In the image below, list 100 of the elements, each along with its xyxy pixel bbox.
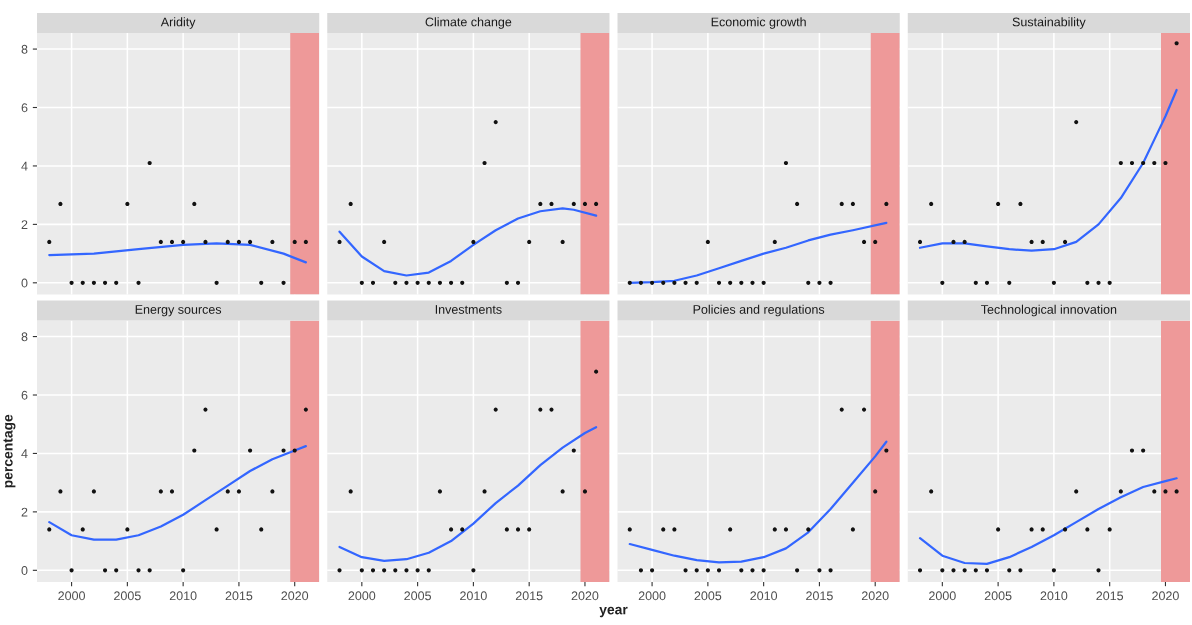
- point: [817, 568, 822, 573]
- point: [1107, 527, 1112, 532]
- point: [1062, 527, 1068, 532]
- point: [783, 527, 789, 532]
- chart-title: Investments: [435, 305, 502, 314]
- point: [594, 201, 599, 207]
- point: [236, 489, 242, 494]
- point: [828, 280, 833, 285]
- point: [415, 568, 420, 573]
- point: [248, 239, 253, 244]
- chart-title: Policies and regulations: [693, 304, 825, 317]
- point: [158, 489, 163, 494]
- point: [661, 527, 666, 532]
- point: [672, 280, 677, 285]
- point: [393, 568, 398, 573]
- y-tick-label: 4: [21, 449, 28, 458]
- point: [705, 568, 710, 573]
- point: [1118, 160, 1123, 166]
- point: [772, 239, 777, 244]
- x-tick-label: 2000: [929, 591, 956, 601]
- point: [571, 448, 576, 453]
- point: [1096, 280, 1101, 285]
- point: [515, 527, 521, 532]
- point: [750, 568, 755, 573]
- point: [460, 527, 465, 532]
- x-tick-label: 2010: [1040, 591, 1068, 601]
- point: [192, 448, 197, 453]
- point: [571, 201, 576, 207]
- point: [125, 201, 130, 207]
- point: [504, 527, 509, 532]
- chart-title: Economic growth: [711, 17, 806, 29]
- x-axis-title: year: [599, 606, 628, 618]
- x-tick-label: 2000: [58, 591, 85, 601]
- point: [694, 280, 699, 285]
- point: [1051, 280, 1056, 285]
- point: [1040, 527, 1045, 532]
- point: [460, 280, 465, 285]
- x-tick-label: 2000: [348, 591, 376, 601]
- point: [817, 280, 822, 285]
- point: [783, 160, 789, 166]
- point: [839, 407, 844, 412]
- chart-title: Climate change: [425, 17, 512, 29]
- point: [370, 280, 376, 285]
- x-tick-label: 2010: [750, 591, 778, 601]
- point: [795, 201, 800, 207]
- point: [527, 239, 532, 244]
- point: [728, 527, 733, 532]
- point: [650, 568, 655, 573]
- point: [1152, 489, 1157, 494]
- point: [1018, 568, 1023, 573]
- point: [147, 160, 152, 166]
- point: [69, 280, 74, 285]
- point: [728, 280, 733, 285]
- point: [772, 527, 777, 532]
- point: [694, 568, 699, 573]
- point: [929, 489, 934, 494]
- point: [962, 568, 967, 573]
- y-tick-label: 2: [21, 507, 28, 517]
- point: [393, 280, 398, 285]
- point: [236, 239, 242, 244]
- x-tick-label: 2005: [404, 591, 431, 601]
- y-tick-label: 0: [21, 278, 28, 288]
- point: [560, 239, 565, 244]
- point: [1074, 489, 1079, 494]
- x-tick-label: 2000: [638, 591, 666, 601]
- point: [683, 280, 688, 285]
- point: [449, 527, 454, 532]
- point: [984, 280, 990, 285]
- x-tick-label: 2015: [1096, 591, 1124, 601]
- point: [449, 280, 454, 285]
- point: [538, 201, 543, 207]
- chart-title: Sustainability: [1012, 17, 1086, 29]
- point: [348, 201, 353, 207]
- point: [1141, 448, 1146, 453]
- point: [761, 568, 766, 573]
- point: [192, 201, 197, 207]
- y-axis-title: percentage: [3, 414, 16, 488]
- point: [884, 201, 889, 207]
- point: [538, 407, 543, 412]
- point: [91, 489, 96, 494]
- point: [795, 568, 800, 573]
- point: [102, 568, 108, 573]
- point: [973, 568, 978, 573]
- point: [761, 280, 766, 285]
- point: [1118, 489, 1123, 494]
- x-tick-label: 2005: [114, 591, 141, 601]
- point: [861, 239, 867, 244]
- y-tick-label: 4: [21, 161, 28, 171]
- point: [337, 239, 342, 244]
- point: [415, 280, 420, 285]
- x-tick-label: 2020: [861, 591, 889, 601]
- point: [147, 568, 152, 573]
- x-tick-label: 2010: [460, 591, 487, 601]
- point: [1029, 239, 1034, 244]
- point: [527, 527, 532, 532]
- point: [281, 280, 286, 285]
- point: [716, 280, 722, 285]
- y-tick-label: 8: [21, 332, 28, 342]
- point: [382, 239, 387, 244]
- point: [259, 280, 264, 285]
